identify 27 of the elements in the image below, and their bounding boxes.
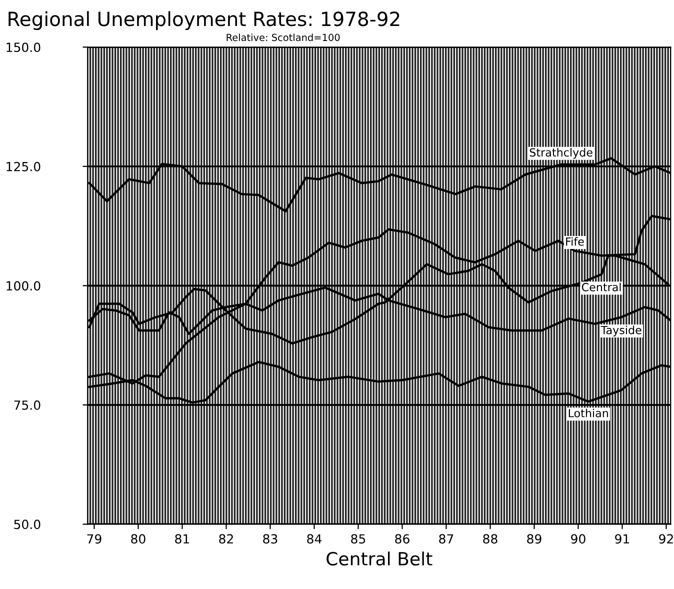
- y-tick-label: 100.0: [6, 281, 40, 291]
- x-tick-label: 89: [527, 534, 542, 544]
- x-tick-label: 82: [219, 534, 233, 544]
- series-label: Fife: [566, 237, 584, 246]
- x-tick-label: 83: [263, 534, 278, 544]
- chart-title: Regional Unemployment Rates: 1978-92: [8, 11, 400, 30]
- y-tick-label: 50.0: [14, 520, 40, 530]
- x-tick-label: 91: [615, 534, 630, 544]
- series-label: Lothian: [568, 408, 608, 418]
- x-tick-label: 81: [175, 534, 190, 544]
- x-tick-label: 80: [131, 534, 146, 544]
- x-tick-label: 87: [439, 534, 454, 544]
- x-tick-label: 90: [571, 534, 586, 544]
- x-tick-label: 84: [307, 534, 322, 544]
- x-tick-label: 79: [87, 534, 102, 544]
- y-tick-label: 150.0: [6, 42, 40, 52]
- y-tick-label: 125.0: [6, 162, 40, 172]
- series-label: Tayside: [600, 326, 642, 336]
- y-tick-label: 75.0: [14, 400, 40, 410]
- x-tick-label: 92: [659, 534, 673, 544]
- x-tick-label: 85: [351, 534, 366, 544]
- x-tick-label: 86: [395, 534, 410, 544]
- x-axis-title: Central Belt: [326, 552, 432, 566]
- series-label: Central: [582, 282, 621, 292]
- chart-subtitle: Relative: Scotland=100: [226, 34, 340, 42]
- x-tick-label: 88: [483, 534, 498, 544]
- series-label: Strathclyde: [530, 148, 592, 159]
